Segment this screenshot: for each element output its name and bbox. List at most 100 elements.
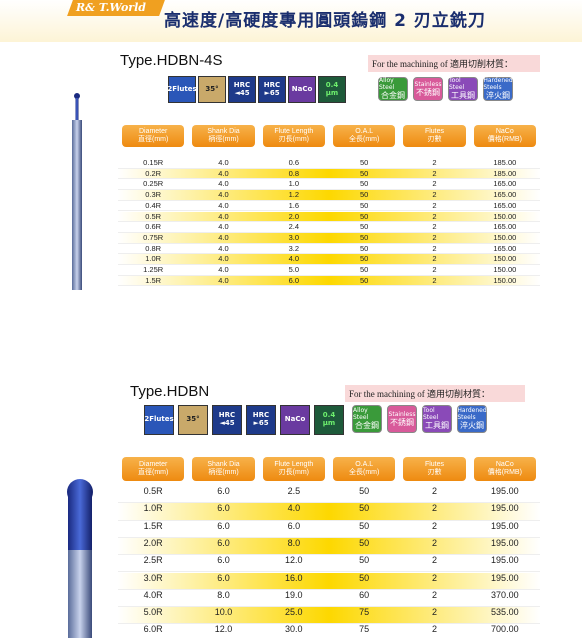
- material-zh: 合金鋼: [381, 91, 405, 101]
- icon-text: 0.4: [322, 411, 336, 420]
- material-zh: 工具鋼: [451, 91, 475, 101]
- table-cell: 12.0: [285, 555, 303, 566]
- table-row: 0.75R 4.0 3.0 50 2 150.00: [118, 232, 540, 244]
- table-cell: 4.0: [218, 275, 229, 285]
- material-badge: Hardened Steels 淬火鋼: [483, 77, 513, 101]
- table-cell: 195.00: [491, 486, 519, 496]
- table-cell: 2: [431, 624, 437, 635]
- table-cell: 2.5: [287, 486, 301, 496]
- table-cell: 195.00: [491, 572, 519, 583]
- spec-icon: NaCo: [288, 76, 316, 103]
- table-cell: 165.00: [493, 243, 517, 253]
- table-cell: 60: [359, 589, 370, 600]
- type-label: Type.HDBN-4S: [120, 52, 223, 69]
- icon-text: 2Flutes: [167, 84, 197, 93]
- table-cell: 165.00: [493, 222, 517, 232]
- header-en: Shank Dia: [207, 460, 240, 468]
- table-row: 1.25R 4.0 5.0 50 2 150.00: [118, 265, 540, 276]
- table-cell: 700.00: [491, 624, 519, 635]
- table-cell: 4.0: [218, 200, 229, 210]
- table-row: 1.0R 4.0 4.0 50 2 150.00: [118, 254, 540, 265]
- table-cell: 4.0: [218, 232, 229, 242]
- type-label: Type.HDBN: [130, 383, 210, 400]
- header-en: Diameter: [138, 460, 168, 468]
- table-row: 1.5R 4.0 6.0 50 2 150.00: [118, 275, 540, 287]
- icon-text: HRC: [252, 411, 270, 420]
- table-cell: 1.5R: [145, 275, 162, 285]
- table-cell: 2: [431, 503, 437, 514]
- spec-icon: 35°: [198, 76, 226, 103]
- table-cell: 4.0: [218, 222, 229, 232]
- spec-icon: HRC ►65: [258, 76, 286, 103]
- header-en: Shank Dia: [207, 127, 240, 135]
- table-row: 0.6R 4.0 2.4 50 2 165.00: [118, 222, 540, 233]
- icon-text: NaCo: [291, 84, 313, 93]
- table-cell: 2: [432, 254, 437, 264]
- table-cell: 16.0: [285, 572, 303, 583]
- table-cell: 2: [432, 243, 437, 253]
- spec-icon: 35°: [178, 405, 208, 435]
- table-cell: 0.75R: [143, 232, 164, 242]
- material-en: Stainless: [388, 410, 416, 418]
- table-cell: 165.00: [493, 190, 517, 200]
- table-cell: 0.6: [288, 158, 300, 167]
- table-row: 2.5R 6.0 12.0 50 2 195.00: [118, 555, 540, 573]
- table-row: 2.0R 6.0 8.0 50 2 195.00: [118, 537, 540, 556]
- material-badge: Tool Steel 工具鋼: [448, 77, 478, 101]
- icon-text: 35°: [205, 84, 219, 93]
- table-cell: 1.6: [288, 200, 300, 210]
- table-cell: 2: [431, 537, 437, 548]
- table-cell: 4.0: [287, 503, 301, 514]
- table-cell: 50: [359, 158, 369, 167]
- table-row: 0.4R 4.0 1.6 50 2 165.00: [118, 201, 540, 212]
- table-cell: 165.00: [493, 179, 517, 189]
- table-cell: 535.00: [491, 607, 519, 618]
- table-cell: 6.0: [217, 486, 230, 496]
- table-cell: 2: [432, 200, 437, 210]
- table-cell: 2: [432, 190, 437, 200]
- header-en: O.A.L: [355, 460, 374, 468]
- table-cell: 50: [359, 200, 369, 210]
- table-header: Flutes 刃數: [403, 125, 466, 147]
- table-cell: 0.25R: [143, 179, 164, 189]
- table-header: Diameter 直徑(mm): [122, 457, 185, 481]
- table-cell: 4.0: [218, 265, 229, 274]
- table-cell: 50: [359, 555, 370, 566]
- machining-label: For the machining of 適用切削材質：: [368, 55, 540, 72]
- table-cell: 1.0R: [145, 254, 162, 264]
- table-cell: 370.00: [491, 589, 519, 600]
- table-header: NaCo 價格(RMB): [473, 457, 536, 481]
- table-cell: 185.00: [493, 168, 517, 178]
- table-row: 0.3R 4.0 1.2 50 2 165.00: [118, 190, 540, 201]
- table-cell: 6.0R: [143, 624, 163, 635]
- table-cell: 4.0: [218, 168, 229, 178]
- table-cell: 6.0: [288, 275, 300, 285]
- table-row: 0.15R 4.0 0.6 50 2 185.00: [118, 158, 540, 169]
- table-cell: 195.00: [491, 555, 519, 566]
- header-en: Flute Length: [274, 127, 314, 135]
- table-row: 0.8R 4.0 3.2 50 2 165.00: [118, 244, 540, 255]
- table-cell: 4.0: [218, 211, 229, 221]
- table-cell: 50: [359, 254, 369, 264]
- table-row: 5.0R 10.0 25.0 75 2 535.00: [118, 607, 540, 625]
- icon-text: ►65: [264, 88, 280, 97]
- spec-icon: NaCo: [280, 405, 310, 435]
- table-cell: 2: [432, 179, 437, 189]
- header-zh: 柄徑(mm): [208, 136, 239, 143]
- table-cell: 2.5R: [143, 555, 163, 566]
- table-cell: 50: [359, 275, 369, 285]
- table-cell: 4.0: [218, 179, 229, 189]
- icon-text: 0.4: [325, 80, 339, 89]
- material-badge: Tool Steel 工具鋼: [422, 405, 452, 433]
- material-en: Tool Steel: [423, 407, 439, 422]
- table-row: 1.0R 6.0 4.0 50 2 195.00: [118, 503, 540, 521]
- table-cell: 1.0: [288, 179, 300, 189]
- table-cell: 50: [359, 537, 370, 548]
- table-cell: 4.0: [218, 158, 229, 167]
- header-en: NaCo: [495, 127, 514, 135]
- table-cell: 2: [431, 520, 437, 531]
- table-cell: 2: [431, 572, 437, 583]
- table-cell: 2: [432, 275, 437, 285]
- icon-text: µm: [322, 419, 336, 427]
- material-zh: 不銹鋼: [416, 87, 440, 97]
